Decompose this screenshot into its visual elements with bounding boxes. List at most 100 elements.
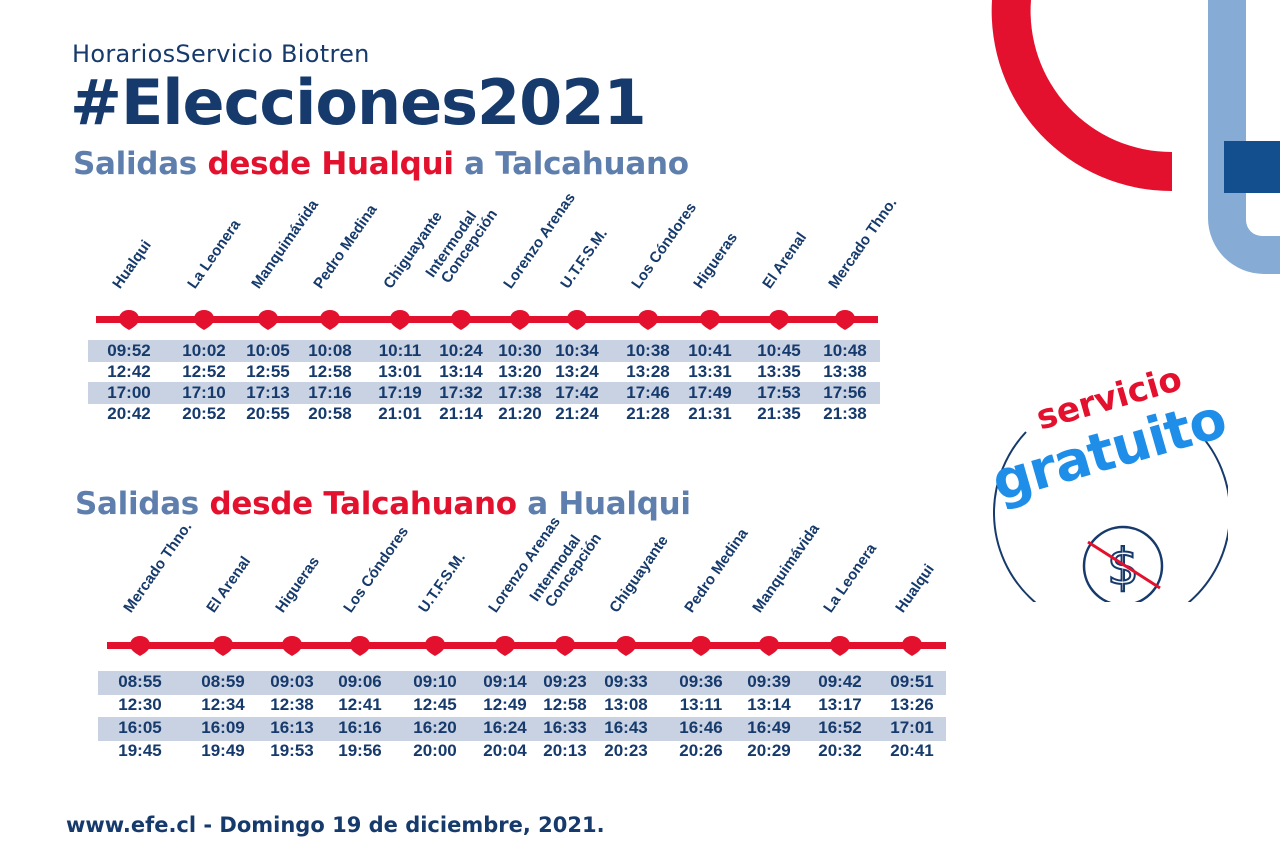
departure-time: 16:49 — [747, 718, 791, 737]
departure-time: 21:20 — [498, 404, 542, 423]
departure-time: 21:38 — [823, 404, 867, 423]
departure-time: 13:20 — [498, 362, 542, 381]
station-marker — [615, 635, 637, 657]
departure-time: 12:34 — [201, 695, 245, 714]
departure-time: 09:36 — [679, 672, 723, 691]
departure-time: 16:46 — [679, 718, 723, 737]
station-marker — [637, 309, 659, 331]
departure-time: 21:31 — [688, 404, 732, 423]
departure-time: 17:00 — [107, 383, 151, 402]
departure-time: 21:28 — [626, 404, 670, 423]
departure-time: 17:42 — [555, 383, 599, 402]
departure-time: 20:23 — [604, 741, 648, 760]
departure-time: 10:05 — [246, 341, 290, 360]
departure-time: 19:53 — [270, 741, 314, 760]
departure-time: 16:20 — [413, 718, 457, 737]
departure-time: 13:14 — [439, 362, 483, 381]
departure-time: 20:32 — [818, 741, 862, 760]
station-marker — [193, 309, 215, 331]
departure-time: 10:34 — [555, 341, 599, 360]
departure-time: 20:13 — [543, 741, 587, 760]
departure-time: 13:35 — [757, 362, 801, 381]
departure-time: 10:38 — [626, 341, 670, 360]
route1-title-origin: desde Hualqui — [207, 146, 454, 182]
departure-time: 09:33 — [604, 672, 648, 691]
departure-time: 16:43 — [604, 718, 648, 737]
departure-time: 17:13 — [246, 383, 290, 402]
route1-title: Salidas desde Hualqui a Talcahuano — [73, 146, 689, 182]
departure-time: 10:30 — [498, 341, 542, 360]
departure-time: 20:58 — [308, 404, 352, 423]
departure-time: 19:45 — [118, 741, 162, 760]
svg-text:$: $ — [1107, 538, 1139, 596]
departure-time: 20:55 — [246, 404, 290, 423]
station-marker — [690, 635, 712, 657]
departure-time: 13:31 — [688, 362, 732, 381]
departure-time: 09:52 — [107, 341, 151, 360]
rail-line — [107, 642, 946, 649]
departure-time: 21:35 — [757, 404, 801, 423]
station-marker — [699, 309, 721, 331]
departure-time: 09:14 — [483, 672, 527, 691]
departure-time: 19:49 — [201, 741, 245, 760]
departure-time: 12:55 — [246, 362, 290, 381]
departure-time: 13:26 — [890, 695, 934, 714]
departure-time: 17:32 — [439, 383, 483, 402]
departure-time: 09:39 — [747, 672, 791, 691]
departure-time: 12:38 — [270, 695, 314, 714]
departure-time: 10:02 — [182, 341, 226, 360]
departure-time: 17:49 — [688, 383, 732, 402]
departure-time: 10:08 — [308, 341, 352, 360]
station-marker — [768, 309, 790, 331]
departure-time: 20:26 — [679, 741, 723, 760]
departure-time: 13:01 — [378, 362, 422, 381]
rail-line — [96, 316, 878, 323]
departure-time: 17:10 — [182, 383, 226, 402]
departure-time: 08:55 — [118, 672, 162, 691]
route1-title-part1: Salidas — [73, 146, 208, 182]
departure-time: 20:00 — [413, 741, 457, 760]
departure-time: 08:59 — [201, 672, 245, 691]
station-marker — [212, 635, 234, 657]
departure-time: 12:49 — [483, 695, 527, 714]
footer-text: www.efe.cl - Domingo 19 de diciembre, 20… — [66, 813, 605, 837]
route2-title-destination: a Hualqui — [516, 486, 691, 522]
departure-time: 20:04 — [483, 741, 527, 760]
departure-time: 13:24 — [555, 362, 599, 381]
departure-time: 20:52 — [182, 404, 226, 423]
departure-time: 16:33 — [543, 718, 587, 737]
station-marker — [389, 309, 411, 331]
departure-time: 17:38 — [498, 383, 542, 402]
route2-title-part1: Salidas — [75, 486, 210, 522]
station-marker — [901, 635, 923, 657]
departure-time: 17:46 — [626, 383, 670, 402]
station-marker — [834, 309, 856, 331]
schedule-band — [88, 340, 880, 362]
departure-time: 10:45 — [757, 341, 801, 360]
departure-time: 10:41 — [688, 341, 732, 360]
departure-time: 16:09 — [201, 718, 245, 737]
departure-time: 12:30 — [118, 695, 162, 714]
departure-time: 17:56 — [823, 383, 867, 402]
station-marker — [566, 309, 588, 331]
departure-time: 17:53 — [757, 383, 801, 402]
station-marker — [494, 635, 516, 657]
departure-time: 09:03 — [270, 672, 314, 691]
departure-time: 10:24 — [439, 341, 483, 360]
departure-time: 10:11 — [378, 341, 422, 360]
departure-time: 12:45 — [413, 695, 457, 714]
departure-time: 21:24 — [555, 404, 599, 423]
departure-time: 17:16 — [308, 383, 352, 402]
header-subtitle: HorariosServicio Biotren — [72, 40, 370, 68]
schedule-band — [88, 382, 880, 404]
departure-time: 20:41 — [890, 741, 934, 760]
departure-time: 09:06 — [338, 672, 382, 691]
station-marker — [554, 635, 576, 657]
departure-time: 09:23 — [543, 672, 587, 691]
departure-time: 16:52 — [818, 718, 862, 737]
station-marker — [509, 309, 531, 331]
station-marker — [129, 635, 151, 657]
departure-time: 12:42 — [107, 362, 151, 381]
station-marker — [257, 309, 279, 331]
